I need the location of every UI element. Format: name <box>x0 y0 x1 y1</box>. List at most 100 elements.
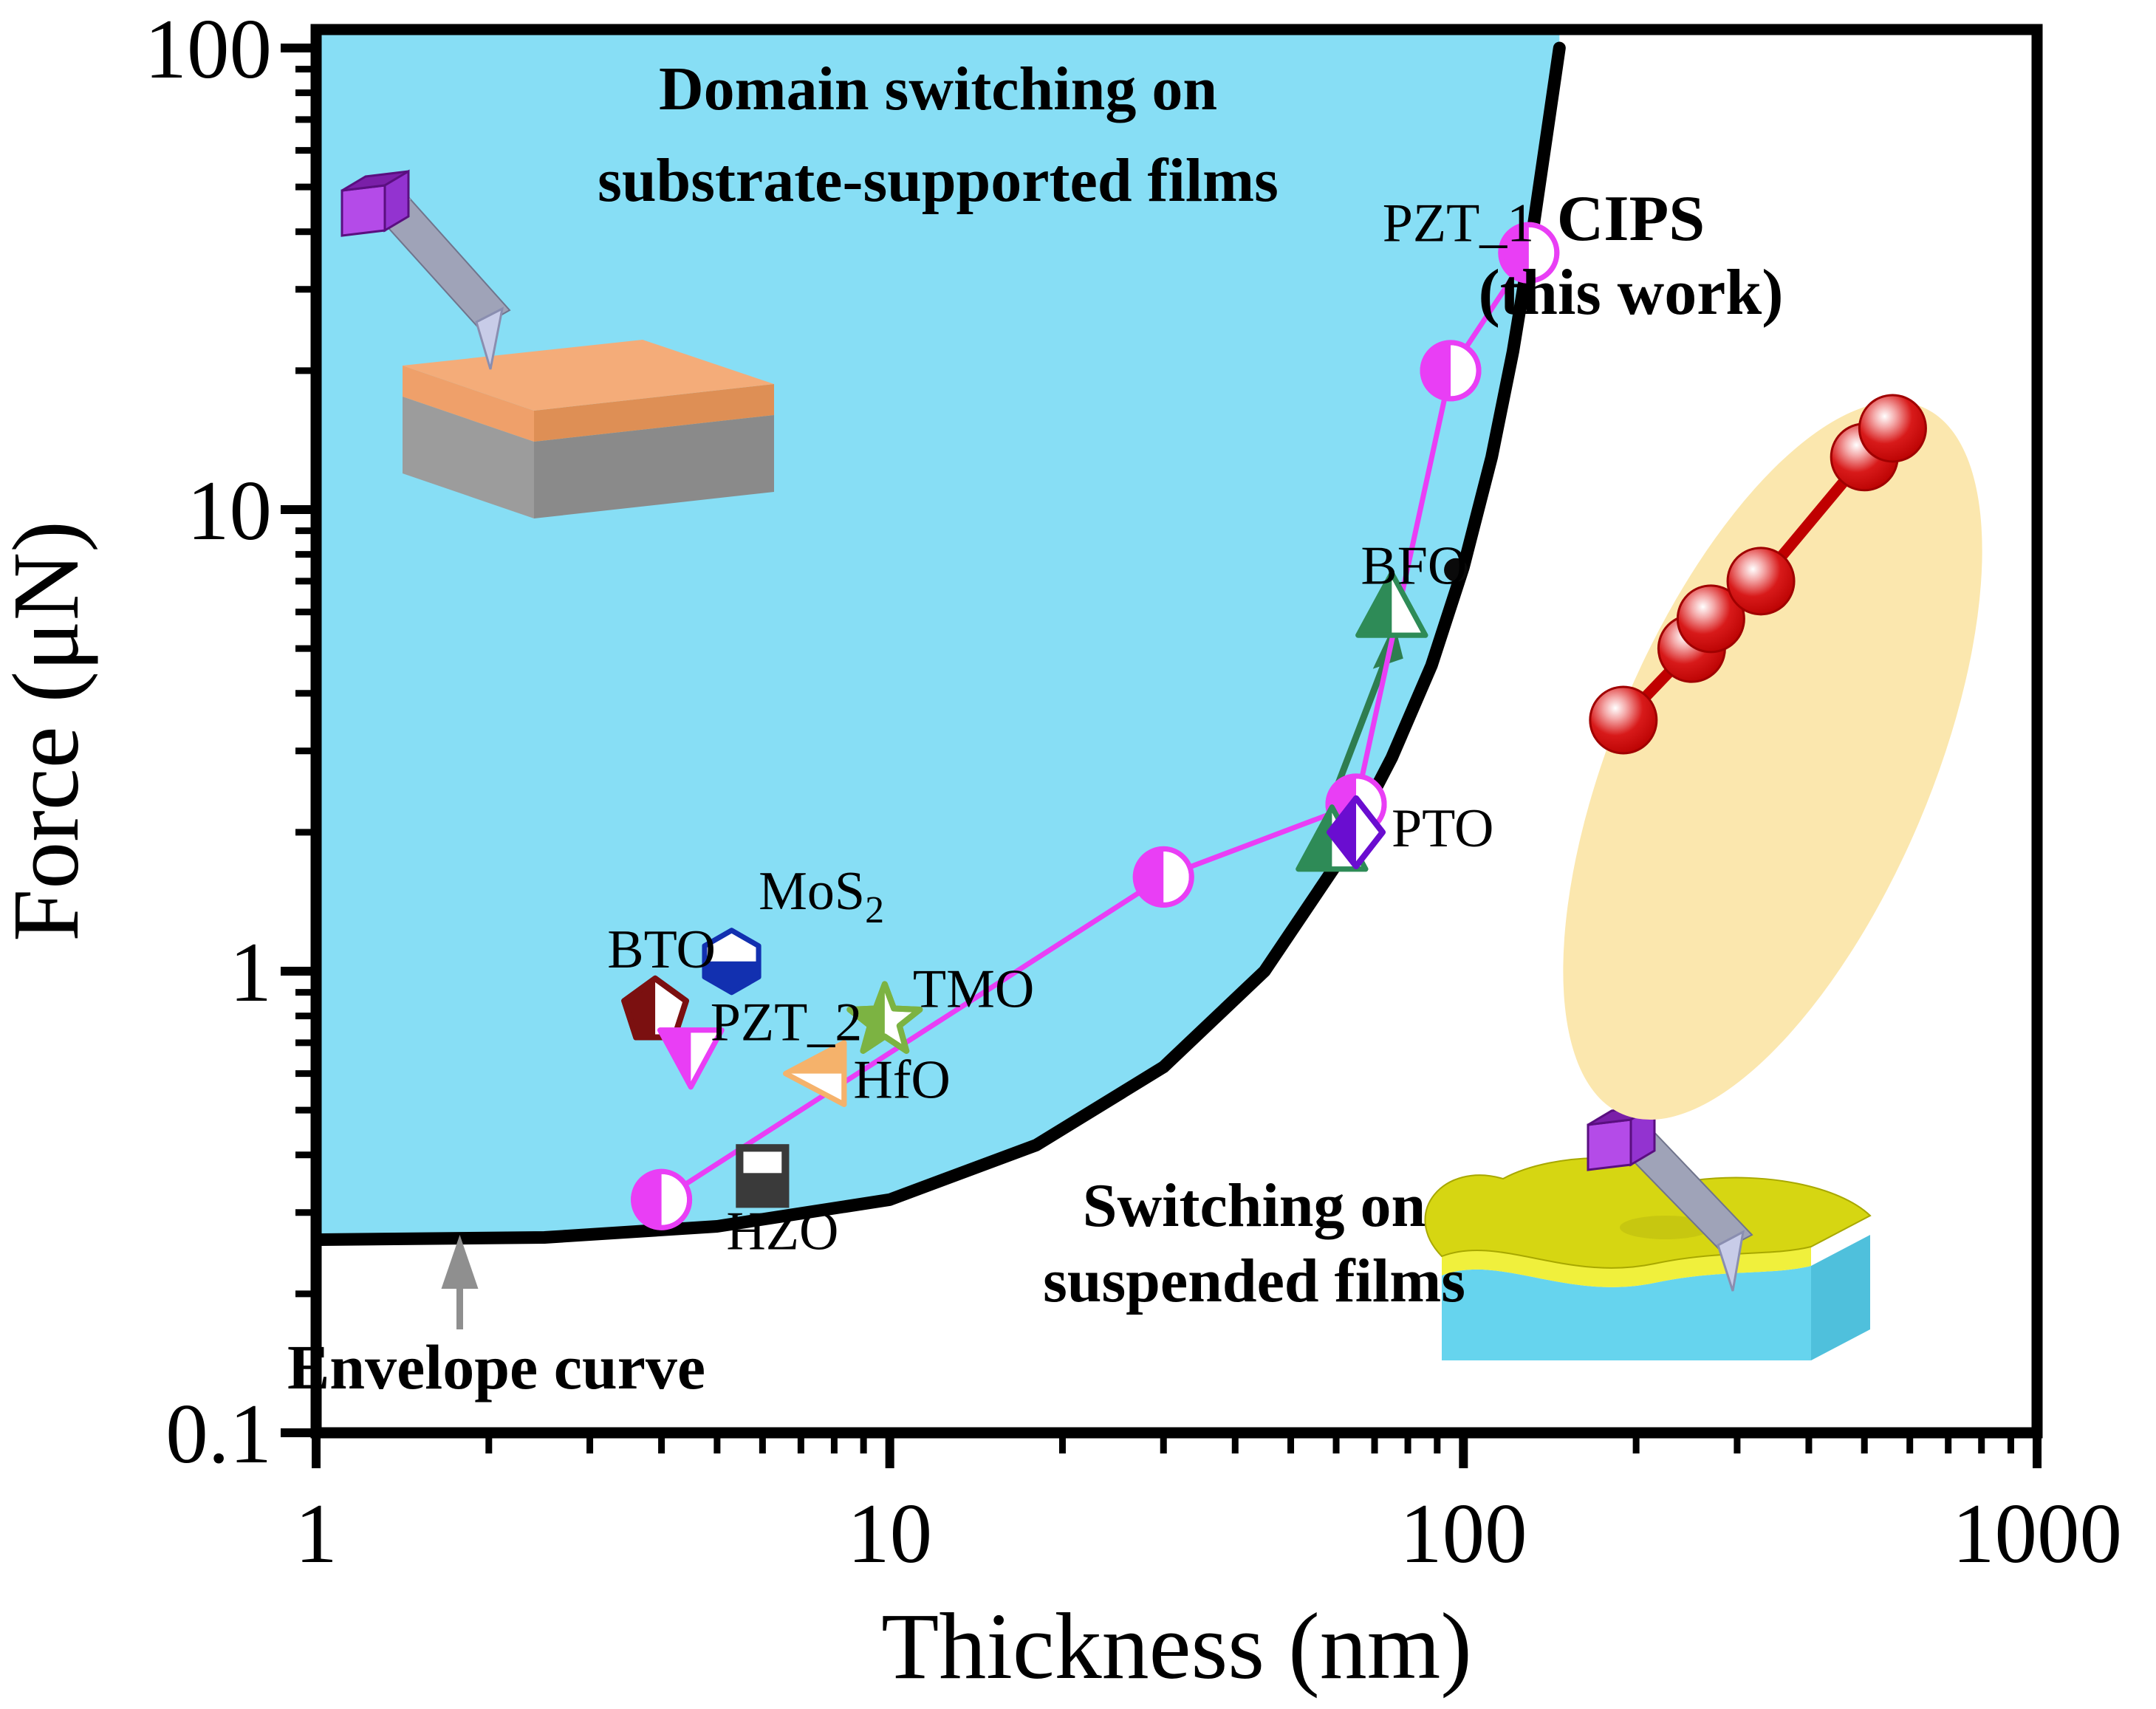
captions-group: Domain switching on substrate-supported f… <box>287 55 1784 1403</box>
half-circle-outline <box>631 1168 693 1230</box>
cips-sphere-marker <box>1589 685 1658 755</box>
substrate-slab-right-face <box>534 415 774 518</box>
domain-caption-line1: Domain switching on <box>659 55 1217 123</box>
pzt-2-data-point <box>657 1027 725 1090</box>
label-hfo: HfO <box>853 1050 951 1111</box>
afm-on-substrate-illustration <box>340 169 774 518</box>
mos2-data-point <box>702 928 762 996</box>
cips-sphere-marker <box>1858 394 1927 463</box>
label-bto: BTO <box>607 919 716 980</box>
marker-outline-top <box>1355 570 1428 638</box>
marker-outline-top <box>783 1040 847 1107</box>
half-circle-outline <box>1132 846 1194 908</box>
label-pto: PTO <box>1392 798 1493 859</box>
film-front-face <box>403 366 534 442</box>
cips-data-point <box>1858 394 1927 463</box>
hzo-data-point <box>736 1144 790 1208</box>
pzt-1-data-point <box>1498 222 1560 284</box>
series-pzt-2-markers <box>657 1027 725 1090</box>
domain-caption-line2: substrate-supported films <box>598 146 1279 215</box>
marker-outline-top <box>736 1144 790 1208</box>
film-top-face <box>1424 1157 1872 1269</box>
series-pzt-1-markers <box>631 222 1560 1230</box>
series-pto-markers <box>1327 795 1386 869</box>
film-dip-shading <box>1620 1216 1711 1239</box>
afm-on-suspended-film-illustration <box>1424 1103 1872 1360</box>
bto-data-point <box>621 975 689 1041</box>
pzt-1-data-point <box>1420 340 1482 402</box>
cantilever-cube-right <box>383 169 410 233</box>
marker-outline-top <box>702 928 762 996</box>
cips-sphere-marker <box>1676 584 1745 654</box>
envelope-arrow-head <box>441 1235 479 1289</box>
suspended-caption-line2: suspended films <box>1043 1247 1465 1315</box>
x-tick-label: 1000 <box>1952 1487 2122 1580</box>
half-circle-fill <box>1500 225 1529 281</box>
cips-caption-line1: CIPS <box>1557 183 1705 255</box>
substrate-slab-front-face <box>403 397 534 518</box>
series-mos2-markers <box>702 928 762 996</box>
marker-outline-top <box>846 981 923 1054</box>
series-hfo-markers <box>783 1040 847 1107</box>
half-circle-outline <box>1420 340 1482 402</box>
y-tick-label: 10 <box>187 464 272 558</box>
afm-tip <box>475 306 504 370</box>
bfo-data-point <box>1355 570 1428 638</box>
envelope-caption: Envelope curve <box>287 1332 705 1403</box>
cips-caption-line2: (this work) <box>1478 257 1783 329</box>
half-circle-fill <box>1423 342 1451 399</box>
y-tick-label: 100 <box>145 2 273 96</box>
label-pzt2: PZT_2 <box>711 992 863 1052</box>
label-mos2-text: MoS <box>759 861 865 922</box>
marker-half-fill <box>1329 798 1357 866</box>
label-mos2-subscript: 2 <box>865 889 884 931</box>
x-axis-title: Thickness (nm) <box>881 1594 1472 1699</box>
cantilever-cube-front <box>340 184 386 237</box>
marker-outline-top <box>1327 795 1386 869</box>
hfo-data-point <box>783 1040 847 1107</box>
x-tick-label: 1 <box>295 1487 338 1580</box>
x-tick-label: 10 <box>847 1487 932 1580</box>
support-front-face <box>1442 1266 1811 1360</box>
marker-outline-top <box>657 1027 725 1090</box>
half-circle-fill <box>633 1171 662 1228</box>
cantilever-cube-front <box>1587 1118 1632 1171</box>
series-cips-markers <box>1589 394 1927 755</box>
cips-highlight-ellipse <box>1563 402 1982 1120</box>
half-circle-outline <box>1498 222 1560 284</box>
bfo-arrow-shaft <box>1329 651 1392 801</box>
film-front-edge <box>1442 1247 1811 1287</box>
suspended-caption-line1: Switching on <box>1083 1171 1426 1240</box>
material-labels-group: PZT_1 BFO PTO MoS2 BTO PZT_2 TMO HfO HZO <box>607 193 1534 1261</box>
series-bto-markers <box>621 975 689 1041</box>
label-tmo: TMO <box>913 959 1034 1020</box>
label-bfo: BFO <box>1361 535 1467 596</box>
cips-sphere-marker <box>1726 547 1796 616</box>
plot-frame <box>310 24 2043 1439</box>
cips-data-point <box>1589 685 1658 755</box>
label-mos2: MoS2 <box>759 861 884 931</box>
y-axis-title: Force (μN) <box>0 521 98 942</box>
cips-data-point <box>1726 547 1796 616</box>
y-tick-label: 1 <box>230 925 273 1019</box>
label-pzt1: PZT_1 <box>1383 193 1535 253</box>
x-tick-label: 100 <box>1400 1487 1527 1580</box>
pzt-1-data-point <box>1132 846 1194 908</box>
afm-tip <box>1717 1230 1745 1292</box>
substrate-supported-region <box>321 34 1560 1240</box>
series-hzo-markers <box>736 1144 790 1208</box>
film-right-face <box>534 384 774 442</box>
cips-data-point <box>1676 584 1745 654</box>
support-right-face <box>1811 1235 1870 1360</box>
pto-data-point <box>1327 795 1386 869</box>
film-top-face <box>403 340 774 411</box>
label-hzo: HZO <box>726 1201 838 1261</box>
pzt-1-data-point <box>631 1168 693 1230</box>
y-tick-label: 0.1 <box>165 1387 272 1481</box>
half-circle-fill <box>1135 849 1164 905</box>
bfo-black-dot <box>1444 558 1468 582</box>
marker-outline-top <box>621 975 689 1041</box>
